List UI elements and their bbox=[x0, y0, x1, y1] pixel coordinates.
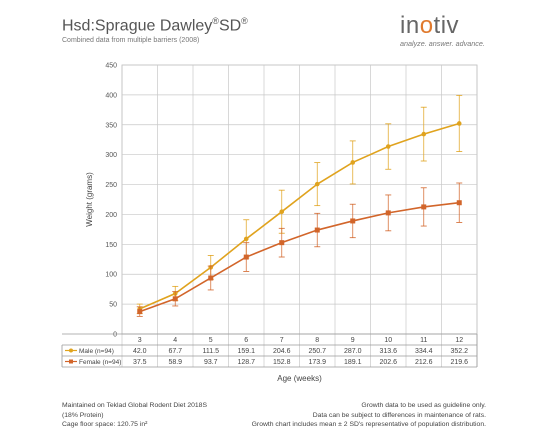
x-axis-title: Age (weeks) bbox=[277, 374, 322, 383]
data-label: 173.9 bbox=[308, 359, 326, 366]
data-label: 334.4 bbox=[415, 348, 433, 355]
x-tick-label: 4 bbox=[173, 337, 177, 344]
registered-mark: ® bbox=[212, 16, 219, 26]
y-tick-label: 0 bbox=[113, 332, 117, 339]
data-label: 37.5 bbox=[133, 359, 147, 366]
data-point bbox=[314, 227, 320, 233]
data-label: 67.7 bbox=[168, 348, 182, 355]
legend-label: Female (n=94) bbox=[79, 359, 121, 366]
data-point bbox=[350, 218, 356, 224]
y-tick-label: 150 bbox=[105, 242, 117, 249]
data-point bbox=[208, 275, 214, 281]
logo-tagline: analyze. answer. advance. bbox=[400, 39, 485, 48]
x-tick-label: 3 bbox=[138, 337, 142, 344]
y-tick-label: 350 bbox=[105, 122, 117, 129]
data-point bbox=[456, 200, 462, 206]
data-label: 42.0 bbox=[133, 348, 147, 355]
data-point bbox=[314, 181, 320, 187]
data-label: 58.9 bbox=[168, 359, 182, 366]
logo-wordmark: inotiv bbox=[400, 14, 490, 38]
footer-diet-info: Maintained on Teklad Global Rodent Diet … bbox=[62, 401, 207, 430]
data-point bbox=[243, 254, 249, 260]
legend-marker bbox=[69, 359, 73, 364]
data-point bbox=[421, 204, 427, 210]
data-label: 189.1 bbox=[344, 359, 362, 366]
data-label: 202.6 bbox=[379, 359, 397, 366]
data-point bbox=[279, 209, 285, 214]
logo-part: tiv bbox=[433, 12, 460, 39]
x-tick-label: 9 bbox=[351, 337, 355, 344]
data-point bbox=[350, 160, 356, 165]
data-label: 204.6 bbox=[273, 348, 291, 355]
footer-line: Growth chart includes mean ± 2 SD's repr… bbox=[251, 421, 486, 428]
chart-title-sd: SD bbox=[218, 17, 242, 35]
data-point bbox=[172, 296, 178, 302]
logo-part: o bbox=[419, 12, 434, 39]
data-label: 352.2 bbox=[450, 348, 468, 355]
data-point bbox=[137, 309, 143, 315]
data-label: 93.7 bbox=[204, 359, 218, 366]
x-tick-label: 5 bbox=[209, 337, 213, 344]
y-tick-label: 100 bbox=[105, 272, 117, 279]
registered-mark: ® bbox=[241, 16, 248, 26]
footer-line: Growth data to be used as guideline only… bbox=[361, 402, 486, 409]
chart-title-text: Hsd:Sprague Dawley bbox=[62, 17, 213, 35]
footer-line: Cage floor space: 120.75 in² bbox=[62, 421, 148, 428]
legend-label: Male (n=94) bbox=[79, 348, 114, 355]
data-point bbox=[385, 144, 391, 149]
x-tick-label: 7 bbox=[280, 337, 284, 344]
data-label: 287.0 bbox=[344, 348, 362, 355]
data-label: 250.7 bbox=[308, 348, 326, 355]
x-tick-label: 10 bbox=[384, 337, 392, 344]
data-label: 219.6 bbox=[450, 359, 468, 366]
data-label: 313.6 bbox=[379, 348, 397, 355]
x-tick-label: 12 bbox=[455, 337, 463, 344]
data-point bbox=[421, 131, 427, 137]
data-label: 152.8 bbox=[273, 359, 291, 366]
y-axis-title: Weight (grams) bbox=[85, 172, 94, 227]
y-tick-label: 250 bbox=[105, 182, 117, 189]
footer-line: (18% Protein) bbox=[62, 411, 104, 419]
y-tick-label: 50 bbox=[109, 302, 117, 309]
series-line bbox=[139, 201, 460, 313]
chart-title: Hsd:Sprague Dawley®SD® bbox=[62, 16, 248, 35]
data-label: 111.5 bbox=[203, 348, 220, 355]
footer-disclaimer: Growth data to be used as guideline only… bbox=[252, 401, 486, 430]
series-line bbox=[139, 122, 460, 310]
y-tick-label: 300 bbox=[105, 152, 117, 159]
legend-marker bbox=[69, 348, 73, 353]
logo-part: in bbox=[400, 12, 420, 39]
x-tick-label: 8 bbox=[315, 337, 319, 344]
footer-line: Maintained on Teklad Global Rodent Diet … bbox=[62, 402, 207, 409]
y-tick-label: 450 bbox=[105, 63, 117, 70]
x-tick-label: 6 bbox=[244, 337, 248, 344]
data-label: 159.1 bbox=[237, 348, 255, 355]
y-tick-label: 400 bbox=[105, 92, 117, 99]
inotiv-logo: inotiv analyze. answer. advance. bbox=[400, 14, 490, 49]
data-point bbox=[385, 210, 391, 216]
footer-line: Data can be subject to differences in ma… bbox=[312, 411, 486, 419]
data-label: 212.6 bbox=[415, 359, 433, 366]
y-tick-label: 200 bbox=[105, 212, 117, 219]
x-tick-label: 11 bbox=[420, 337, 427, 344]
chart-subtitle: Combined data from multiple barriers (20… bbox=[62, 37, 200, 44]
data-point bbox=[456, 121, 462, 126]
data-label: 128.7 bbox=[237, 359, 255, 366]
data-point bbox=[243, 236, 249, 242]
data-point bbox=[279, 240, 285, 246]
